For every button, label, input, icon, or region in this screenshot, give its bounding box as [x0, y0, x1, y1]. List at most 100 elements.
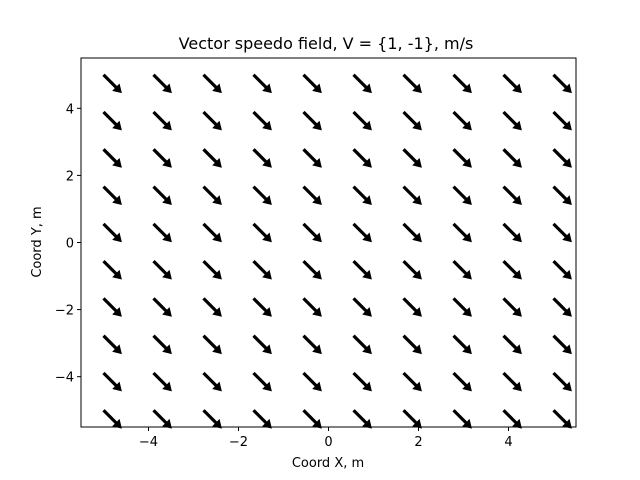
- vector-arrow: [402, 110, 422, 131]
- vector-arrow: [152, 148, 172, 168]
- vector-arrow: [402, 185, 422, 205]
- vector-arrow: [152, 371, 172, 392]
- vector-arrow: [252, 260, 272, 280]
- vector-arrow: [252, 185, 272, 205]
- vector-arrow: [202, 371, 222, 392]
- vector-arrow: [202, 73, 222, 94]
- x-tick-label: −2: [229, 435, 248, 450]
- vector-arrow: [552, 73, 572, 94]
- y-tick-label: 0: [66, 237, 74, 252]
- vector-arrow: [452, 334, 472, 355]
- vector-arrow: [352, 73, 372, 94]
- y-tick-label: 2: [66, 169, 74, 184]
- vector-arrow: [552, 185, 572, 205]
- vector-arrow: [352, 371, 372, 392]
- vector-arrow: [152, 409, 172, 429]
- vector-arrow: [102, 185, 122, 205]
- vector-arrow: [302, 297, 322, 317]
- vector-arrow: [452, 297, 472, 317]
- vector-arrow: [402, 371, 422, 392]
- vector-arrow: [302, 110, 322, 131]
- x-tick-label: 0: [324, 435, 332, 450]
- vector-arrow: [202, 185, 222, 205]
- vector-arrow: [152, 334, 172, 355]
- vector-arrow: [402, 334, 422, 355]
- vector-arrow: [152, 185, 172, 205]
- x-tick-label: 4: [504, 435, 512, 450]
- vector-arrow: [502, 110, 522, 131]
- vector-arrow: [152, 260, 172, 280]
- vector-arrow: [302, 371, 322, 392]
- vector-arrow: [152, 297, 172, 317]
- vector-arrow: [152, 222, 172, 243]
- vector-arrow: [202, 260, 222, 280]
- vector-arrow: [452, 73, 472, 94]
- vector-arrow: [502, 148, 522, 168]
- x-axis: −4 −2 0 2 4: [139, 427, 513, 450]
- vector-arrow: [202, 297, 222, 317]
- vector-arrow: [302, 260, 322, 280]
- vector-arrow: [552, 334, 572, 355]
- vector-arrow: [502, 73, 522, 94]
- vector-arrow: [552, 371, 572, 392]
- vector-arrow: [452, 222, 472, 243]
- vector-arrow: [202, 110, 222, 131]
- y-axis: −4 −2 0 2 4: [55, 102, 81, 386]
- vector-arrow: [102, 110, 122, 131]
- vector-arrow: [452, 185, 472, 205]
- vector-arrow: [302, 334, 322, 355]
- vector-arrow: [452, 260, 472, 280]
- y-tick-label: 4: [66, 102, 74, 117]
- vector-arrow: [352, 297, 372, 317]
- vector-arrow: [502, 371, 522, 392]
- vector-arrow: [352, 222, 372, 243]
- vector-arrow: [202, 334, 222, 355]
- vector-arrow: [152, 73, 172, 94]
- y-axis-label: Coord Y, m: [30, 206, 45, 277]
- vector-arrow: [452, 371, 472, 392]
- vector-arrow: [502, 409, 522, 429]
- vector-arrow: [502, 297, 522, 317]
- vector-arrow: [552, 260, 572, 280]
- vector-arrow: [202, 148, 222, 168]
- x-tick-label: −4: [139, 435, 158, 450]
- vector-arrow: [452, 148, 472, 168]
- vector-arrow: [352, 148, 372, 168]
- vector-arrow: [552, 297, 572, 317]
- vector-arrow: [302, 185, 322, 205]
- vector-arrow: [152, 110, 172, 131]
- vector-arrow: [352, 110, 372, 131]
- vector-arrow: [352, 185, 372, 205]
- vector-arrow: [252, 73, 272, 94]
- vector-arrow: [502, 185, 522, 205]
- vector-arrow: [102, 148, 122, 168]
- vector-arrow: [402, 260, 422, 280]
- y-tick-label: −2: [55, 304, 74, 319]
- vector-arrow: [252, 297, 272, 317]
- vector-arrow: [402, 222, 422, 243]
- vector-arrow: [402, 148, 422, 168]
- vector-arrow: [452, 409, 472, 429]
- vector-arrow: [352, 409, 372, 429]
- vector-arrow: [102, 260, 122, 280]
- vector-arrow: [552, 409, 572, 429]
- vector-arrow: [252, 409, 272, 429]
- vector-arrow: [502, 222, 522, 243]
- vector-arrow: [202, 409, 222, 429]
- arrow-layer: [102, 73, 572, 429]
- vector-arrow: [402, 297, 422, 317]
- vector-arrow: [102, 334, 122, 355]
- vector-arrow: [502, 260, 522, 280]
- vector-arrow: [402, 409, 422, 429]
- vector-arrow: [452, 110, 472, 131]
- vector-arrow: [102, 409, 122, 429]
- vector-arrow: [252, 371, 272, 392]
- x-tick-label: 2: [414, 435, 422, 450]
- vector-arrow: [352, 260, 372, 280]
- vector-arrow: [402, 73, 422, 94]
- vector-arrow: [102, 371, 122, 392]
- vector-arrow: [252, 110, 272, 131]
- vector-arrow: [302, 222, 322, 243]
- vector-arrow: [502, 334, 522, 355]
